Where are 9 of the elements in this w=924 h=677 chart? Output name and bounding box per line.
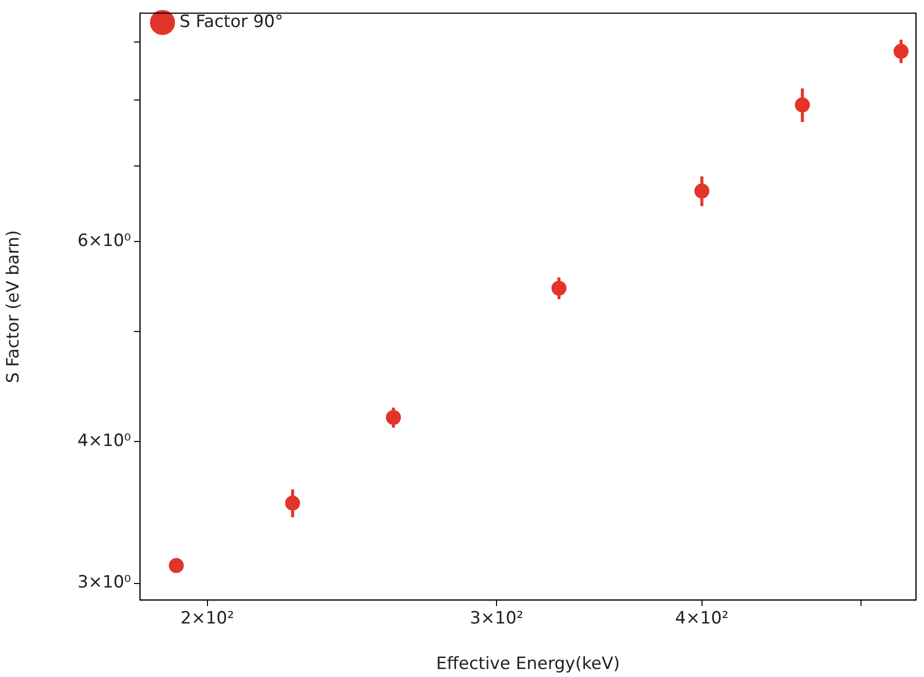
x-axis-title: Effective Energy(keV) — [436, 654, 620, 674]
x-tick-label: 4×10² — [675, 608, 729, 629]
y-axis-title: S Factor (eV barn) — [4, 230, 24, 384]
x-tick-label: 3×10² — [470, 608, 524, 629]
legend-label: S Factor 90° — [180, 12, 284, 32]
y-tick-label: 3×10⁰ — [77, 572, 132, 593]
y-tick-label: 4×10⁰ — [77, 430, 132, 451]
y-tick-label: 6×10⁰ — [77, 231, 132, 252]
x-tick-label: 2×10² — [180, 608, 234, 629]
